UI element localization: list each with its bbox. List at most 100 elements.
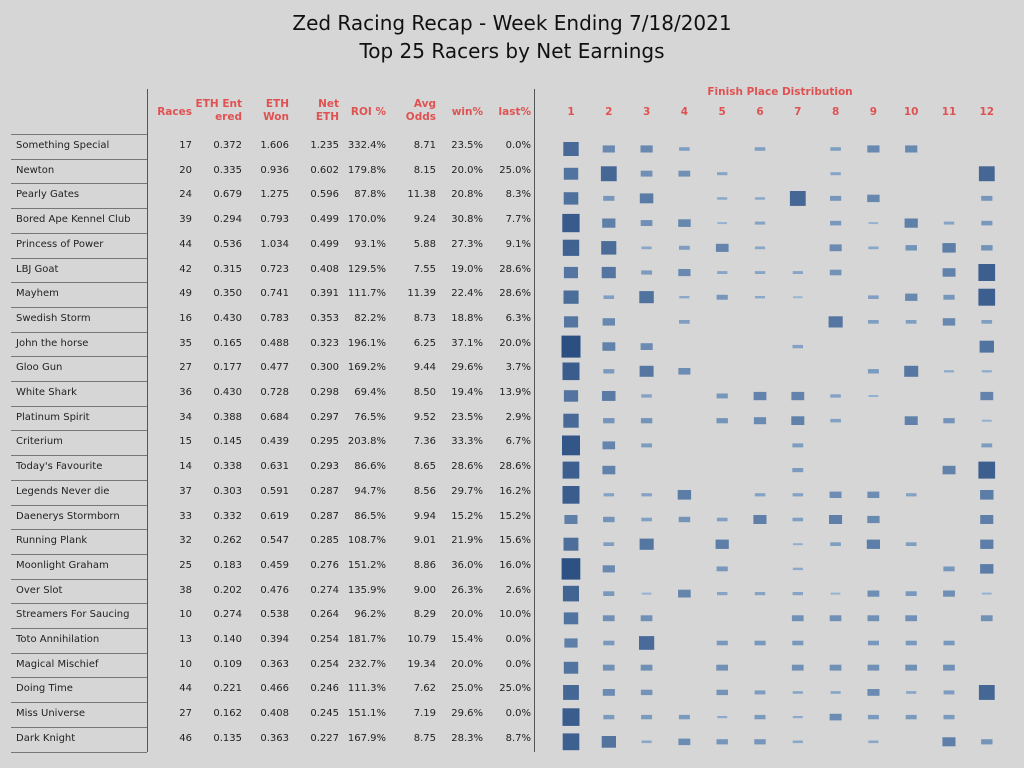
heatmap-cell: [639, 538, 654, 550]
heatmap-cell: [867, 194, 880, 203]
heatmap-cell: [905, 320, 917, 324]
heatmap-cell: [602, 342, 616, 351]
cell-last-pct: 2.9%: [505, 411, 531, 423]
cell-net-eth: 0.287: [310, 485, 339, 497]
racer-name: Daenerys Stormborn: [16, 510, 120, 522]
heatmap-cell: [868, 246, 879, 250]
cell-win-pct: 36.0%: [451, 559, 483, 571]
cell-roi: 93.1%: [354, 238, 386, 250]
heatmap-cell: [792, 468, 804, 473]
cell-net-eth: 0.499: [310, 238, 339, 250]
heatmap-cell: [792, 344, 803, 349]
cell-races: 37: [179, 485, 192, 497]
heatmap-cell: [679, 296, 690, 299]
cell-roi: 232.7%: [347, 658, 386, 670]
heatmap-cell: [754, 197, 765, 200]
cell-last-pct: 28.6%: [499, 288, 531, 300]
heatmap-cell: [754, 592, 766, 596]
cell-races: 14: [179, 461, 192, 473]
heatmap-cell: [603, 195, 615, 201]
cell-eth-won: 0.363: [260, 658, 289, 670]
cell-avg-odds: 9.01: [413, 535, 436, 547]
heatmap-cell: [791, 615, 804, 622]
cell-eth-entered: 0.262: [213, 535, 242, 547]
racer-name: Pearly Gates: [16, 189, 80, 201]
cell-roi: 179.8%: [347, 164, 386, 176]
cell-eth-won: 0.394: [260, 634, 289, 645]
heatmap-cell: [640, 220, 653, 226]
heatmap-cell: [830, 691, 841, 694]
chart-title-line1: Zed Racing Recap - Week Ending 7/18/2021: [292, 11, 732, 35]
cell-races: 44: [179, 683, 192, 695]
cell-win-pct: 15.4%: [451, 634, 483, 645]
heatmap-cell: [943, 418, 955, 424]
heatmap-cell: [563, 612, 579, 625]
heatmap-cell: [981, 195, 993, 201]
heatmap-cell: [602, 391, 616, 401]
cell-eth-entered: 0.202: [213, 584, 242, 596]
cell-eth-entered: 0.162: [213, 708, 242, 720]
heatmap-cell: [603, 714, 615, 720]
heatmap-cell: [868, 222, 879, 225]
cell-races: 36: [179, 387, 192, 398]
heatmap-cell: [564, 316, 579, 328]
cell-roi: 96.2%: [354, 609, 386, 621]
cell-last-pct: 6.3%: [505, 312, 531, 324]
cell-net-eth: 0.353: [310, 312, 339, 324]
heatmap-cell: [868, 320, 879, 324]
heatmap-cell: [754, 221, 766, 225]
cell-last-pct: 10.0%: [499, 609, 531, 621]
cell-win-pct: 18.8%: [451, 312, 483, 324]
cell-win-pct: 23.5%: [451, 411, 483, 423]
cell-net-eth: 0.297: [310, 411, 339, 423]
cell-roi: 86.6%: [354, 461, 386, 473]
cell-last-pct: 0.0%: [505, 634, 531, 645]
heatmap-cell: [906, 493, 917, 497]
heatmap-cell: [602, 565, 615, 573]
heatmap-cell: [601, 266, 616, 279]
racer-name: Miss Universe: [16, 708, 85, 720]
cell-net-eth: 0.602: [310, 164, 339, 176]
finish-place-header: 3: [642, 106, 651, 118]
cell-eth-won: 0.619: [260, 510, 289, 522]
cell-last-pct: 15.2%: [499, 510, 531, 522]
cell-last-pct: 6.7%: [505, 436, 531, 448]
heatmap-cell: [868, 740, 879, 744]
heatmap-cell: [830, 542, 841, 546]
header-eth-entered-line2: ered: [215, 111, 242, 123]
cell-last-pct: 16.0%: [499, 559, 531, 571]
cell-last-pct: 9.1%: [505, 238, 531, 250]
cell-avg-odds: 6.25: [413, 337, 436, 349]
cell-net-eth: 0.246: [310, 683, 339, 695]
cell-last-pct: 0.0%: [505, 708, 531, 720]
heatmap-cell: [905, 664, 917, 671]
heatmap-cell: [678, 714, 690, 720]
heatmap-cell: [717, 222, 727, 225]
heatmap-cell: [980, 515, 994, 524]
finish-place-header: 7: [794, 106, 802, 118]
heatmap-cell: [792, 740, 803, 744]
cell-win-pct: 19.4%: [451, 387, 483, 398]
heatmap-cell: [978, 461, 996, 479]
cell-avg-odds: 9.00: [413, 584, 436, 596]
heatmap-cell: [563, 290, 579, 304]
cell-avg-odds: 5.88: [413, 238, 436, 250]
heatmap-cell: [639, 193, 654, 204]
cell-races: 33: [179, 510, 192, 522]
heatmap-cell: [678, 589, 691, 598]
row-divider: [11, 282, 147, 284]
heatmap-cell: [980, 490, 994, 500]
header-eth-won-line2: Won: [263, 111, 289, 123]
cell-last-pct: 3.7%: [505, 362, 531, 374]
finish-place-header: 6: [756, 106, 764, 118]
cell-eth-entered: 0.274: [213, 609, 242, 621]
cell-eth-won: 0.408: [260, 708, 289, 720]
cell-last-pct: 8.7%: [505, 732, 531, 744]
header-win-pct: win%: [451, 106, 483, 118]
row-divider: [11, 381, 147, 382]
racer-name: Running Plank: [16, 535, 88, 547]
row-divider: [11, 306, 147, 308]
finish-place-header: 5: [718, 106, 726, 118]
cell-roi: 332.4%: [347, 140, 386, 151]
cell-races: 10: [179, 658, 192, 670]
